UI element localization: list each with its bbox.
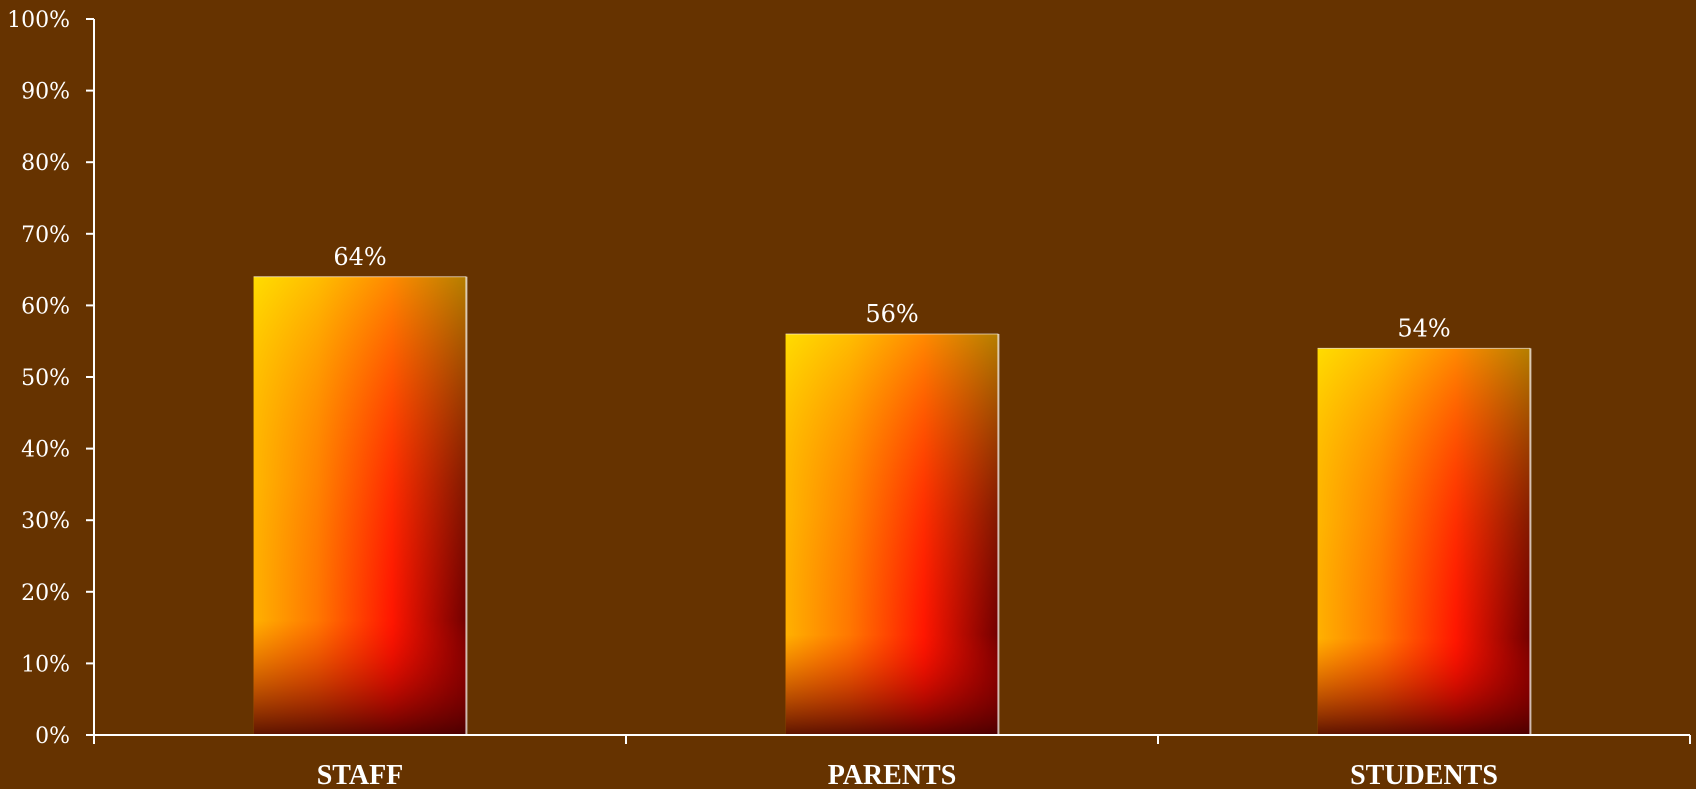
bar-students (1317, 347, 1532, 735)
y-tick-label: 90% (21, 80, 70, 105)
bar-staff (253, 276, 468, 735)
data-label: 56% (865, 300, 918, 328)
category-label: STAFF (317, 760, 404, 789)
axes: 0% 10% 20% 30% 40% 50% 60% 70% 80% 90% 100% (7, 8, 1691, 749)
y-tick-label: 100% (7, 8, 70, 33)
labels-layer: 64% STAFF 56% PARENTS 54% STUDENTS (317, 243, 1498, 789)
bar-shade (785, 334, 999, 735)
y-tick-label: 30% (21, 509, 70, 534)
bar-shade (1317, 348, 1531, 735)
bars-layer (253, 276, 1532, 735)
y-tick-label: 70% (21, 223, 70, 248)
y-tick-label: 80% (21, 151, 70, 176)
y-tick-label: 20% (21, 581, 70, 606)
y-tick-label: 40% (21, 438, 70, 463)
data-label: 54% (1397, 314, 1450, 342)
y-tick-label: 50% (21, 366, 70, 391)
category-label: STUDENTS (1350, 760, 1498, 789)
y-tick-label: 10% (21, 652, 70, 677)
bar-shade (253, 276, 467, 735)
y-tick-label: 60% (21, 294, 70, 319)
bar-parents (785, 333, 1000, 735)
category-label: PARENTS (828, 760, 957, 789)
data-label: 64% (333, 243, 386, 271)
y-tick-label: 0% (35, 724, 70, 749)
